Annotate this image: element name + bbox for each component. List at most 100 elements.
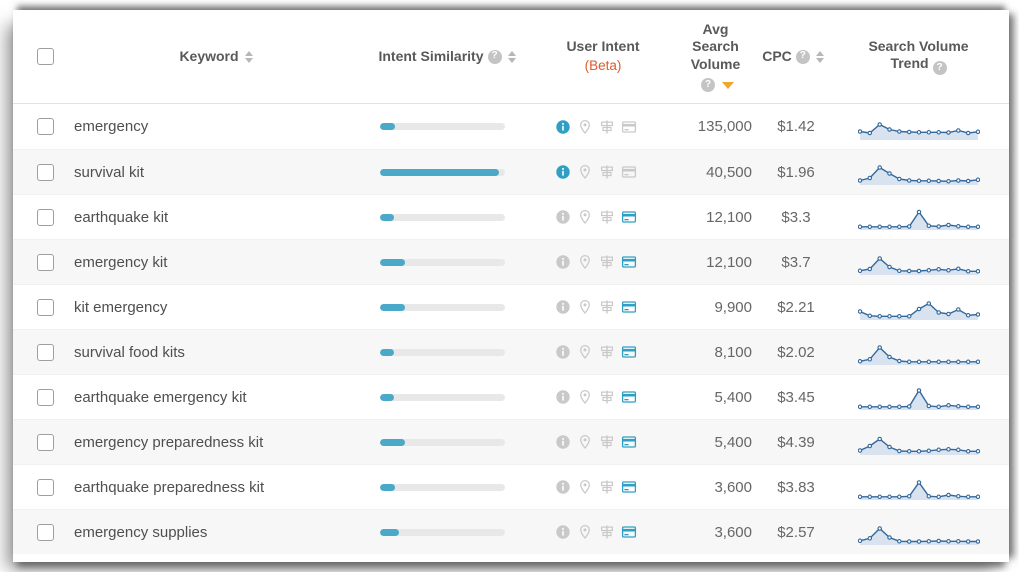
- table-row[interactable]: emergency preparedness kit: [13, 419, 1009, 464]
- table-row[interactable]: emergency kit: [13, 239, 1009, 284]
- keyword-cell-label: kit emergency: [74, 298, 168, 316]
- info-icon: [556, 255, 570, 269]
- similarity-bar-track: [380, 438, 505, 446]
- keyword-cell: earthquake preparedness kit: [71, 479, 361, 496]
- credit-card-icon: [621, 166, 637, 178]
- volume-cell: 8,100: [714, 343, 752, 361]
- row-checkbox[interactable]: [37, 343, 54, 361]
- intent-similarity-cell: [361, 528, 533, 536]
- table-row[interactable]: emergency supplies: [13, 509, 1009, 554]
- table-row[interactable]: kit emergency: [13, 284, 1009, 329]
- trend-cell: [828, 292, 1009, 322]
- trend-cell: [828, 472, 1009, 502]
- row-select-cell: [13, 523, 71, 541]
- row-select-cell: [13, 388, 71, 406]
- user-intent-cell: [533, 524, 673, 540]
- column-header-cpc[interactable]: CPC ?: [758, 48, 828, 66]
- column-header-avg-search-volume[interactable]: Avg Search Volume ?: [673, 21, 758, 93]
- keyword-cell: kit emergency: [71, 299, 361, 316]
- intent-similarity-cell: [361, 258, 533, 266]
- location-pin-icon: [580, 254, 590, 269]
- trend-cell: [828, 157, 1009, 187]
- table-row[interactable]: earthquake emergency kit: [13, 374, 1009, 419]
- table-row[interactable]: survival kit: [13, 149, 1009, 194]
- help-icon[interactable]: ?: [701, 78, 715, 93]
- row-select-cell: [13, 478, 71, 496]
- row-checkbox[interactable]: [37, 478, 54, 496]
- keyword-cell-label: emergency kit: [74, 253, 168, 271]
- user-intent-cell: [533, 389, 673, 405]
- table-row[interactable]: emergency: [13, 104, 1009, 149]
- row-checkbox[interactable]: [37, 163, 54, 181]
- credit-card-icon: [621, 301, 637, 313]
- row-checkbox[interactable]: [37, 298, 54, 316]
- user-intent-cell: [533, 164, 673, 180]
- column-header-select: [13, 48, 71, 65]
- user-intent-cell: [533, 119, 673, 135]
- signpost-icon: [600, 120, 614, 133]
- location-pin-icon: [580, 344, 590, 359]
- similarity-bar-fill: [380, 483, 395, 491]
- search-volume-sparkline: [857, 165, 980, 185]
- trend-cell: [828, 247, 1009, 277]
- intent-similarity-cell: [361, 348, 533, 356]
- row-checkbox[interactable]: [37, 433, 54, 451]
- info-icon: [556, 390, 570, 404]
- similarity-bar-track: [380, 348, 505, 356]
- signpost-icon: [600, 525, 614, 539]
- sort-arrows-icon[interactable]: [815, 50, 824, 63]
- sort-arrows-icon[interactable]: [244, 50, 253, 63]
- row-checkbox[interactable]: [37, 523, 54, 541]
- row-checkbox[interactable]: [37, 208, 54, 226]
- cpc-cell: $3.45: [777, 388, 815, 406]
- row-checkbox[interactable]: [37, 253, 54, 271]
- keyword-cell-label: survival food kits: [74, 343, 185, 361]
- user-intent-cell: [533, 479, 673, 495]
- select-all-checkbox[interactable]: [37, 48, 54, 65]
- column-header-avg-search-volume-label: Avg Search Volume: [690, 20, 741, 72]
- table-row[interactable]: survival food kits: [13, 329, 1009, 374]
- column-header-intent-similarity[interactable]: Intent Similarity ?: [361, 48, 533, 66]
- location-pin-icon: [580, 479, 590, 494]
- column-header-search-volume-trend: Search Volume Trend?: [828, 38, 1009, 76]
- sort-descending-icon[interactable]: [722, 81, 734, 89]
- user-intent-cell: [533, 299, 673, 315]
- keyword-cell: emergency supplies: [71, 524, 361, 541]
- row-checkbox[interactable]: [37, 118, 54, 135]
- search-volume-sparkline: [857, 301, 980, 320]
- user-intent-cell: [533, 209, 673, 225]
- signpost-icon: [600, 165, 614, 179]
- volume-cell: 135,000: [697, 118, 752, 135]
- keyword-results-panel: Keyword Intent Similarity ? User Intent …: [13, 10, 1009, 562]
- sort-arrows-icon[interactable]: [507, 50, 516, 63]
- location-pin-icon: [580, 164, 590, 179]
- similarity-bar-track: [380, 123, 505, 130]
- user-intent-cell: [533, 344, 673, 360]
- volume-cell: 12,100: [706, 208, 752, 226]
- similarity-bar-fill: [380, 213, 394, 221]
- row-select-cell: [13, 343, 71, 361]
- search-volume-sparkline: [857, 209, 980, 230]
- signpost-icon: [600, 480, 614, 494]
- help-icon[interactable]: ?: [795, 49, 810, 64]
- search-volume-sparkline: [857, 480, 980, 500]
- signpost-icon: [600, 435, 614, 449]
- table-header: Keyword Intent Similarity ? User Intent …: [13, 10, 1009, 104]
- similarity-bar-track: [380, 483, 505, 491]
- beta-badge: (Beta): [584, 58, 622, 74]
- similarity-bar-fill: [380, 168, 499, 176]
- credit-card-icon: [621, 436, 637, 448]
- table-row[interactable]: earthquake preparedness kit: [13, 464, 1009, 509]
- table-row[interactable]: earthquake kit: [13, 194, 1009, 239]
- intent-similarity-cell: [361, 483, 533, 491]
- help-icon[interactable]: ?: [487, 49, 502, 64]
- trend-cell: [828, 112, 1009, 142]
- cpc-cell: $3.7: [781, 253, 811, 271]
- similarity-bar-fill: [380, 528, 399, 536]
- volume-cell: 3,600: [714, 478, 752, 496]
- row-checkbox[interactable]: [37, 388, 54, 406]
- row-select-cell: [13, 163, 71, 181]
- column-header-user-intent: User Intent (Beta): [533, 38, 673, 75]
- column-header-keyword[interactable]: Keyword: [71, 48, 361, 66]
- help-icon[interactable]: ?: [932, 61, 947, 76]
